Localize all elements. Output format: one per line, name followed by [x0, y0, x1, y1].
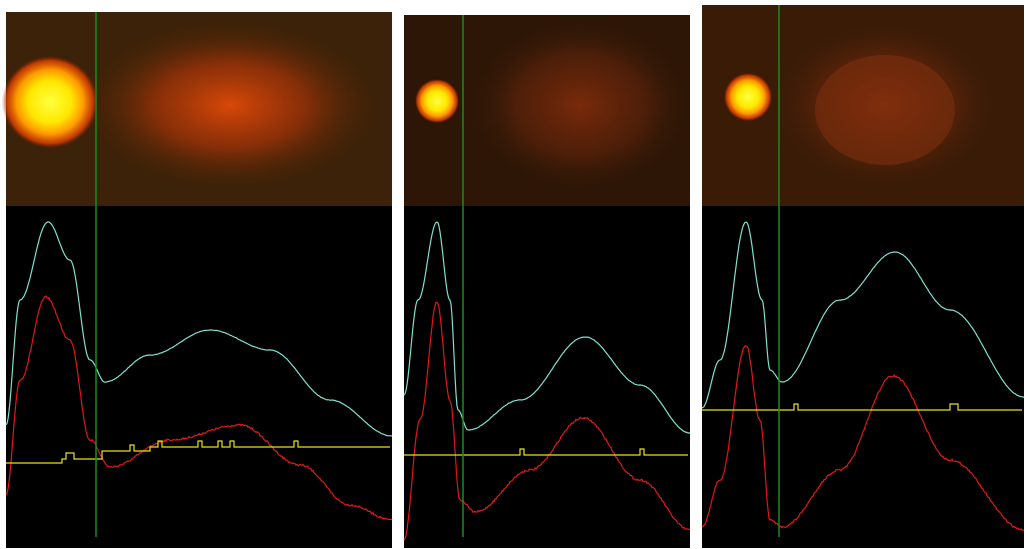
- panel-2: [404, 15, 690, 548]
- profile-curve: [5, 295, 393, 521]
- profile-step: [702, 403, 1022, 411]
- profile-curve: [701, 345, 1025, 532]
- profile-curve: [5, 221, 393, 437]
- panel-1: [2, 12, 392, 548]
- beam-halo: [765, 15, 1005, 195]
- profile-plot: [702, 206, 1024, 548]
- profile-step: [404, 448, 688, 456]
- profile-step: [6, 440, 390, 464]
- panel-3: [702, 5, 1024, 548]
- beam-halo: [80, 20, 380, 190]
- beam-halo-core: [815, 55, 955, 165]
- profile-curve: [701, 221, 1025, 409]
- beam-spot: [2, 56, 98, 148]
- beam-halo: [470, 20, 690, 190]
- beam-spot: [724, 73, 772, 121]
- profile-plot: [6, 206, 392, 548]
- profile-curve: [403, 301, 691, 541]
- profiles: [5, 221, 1025, 541]
- beam-spot: [415, 79, 459, 123]
- profile-curve: [403, 221, 691, 434]
